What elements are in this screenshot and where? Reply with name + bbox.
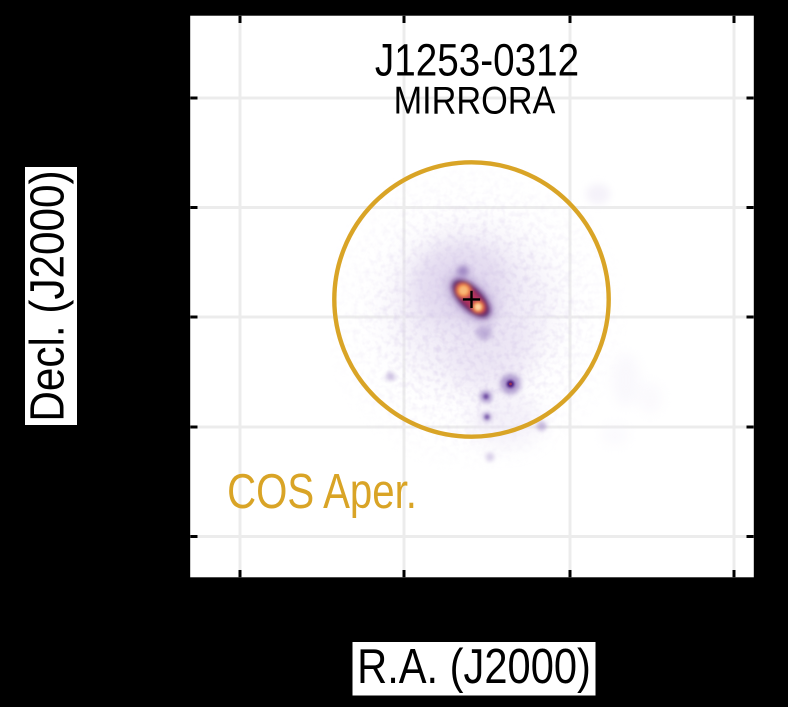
svg-text:COS Aper.: COS Aper. xyxy=(227,464,417,519)
svg-text:Decl. (J2000): Decl. (J2000) xyxy=(20,170,74,421)
svg-text:J1253-0312: J1253-0312 xyxy=(375,35,579,86)
svg-text:R.A. (J2000): R.A. (J2000) xyxy=(357,639,591,694)
svg-text:MIRRORA: MIRRORA xyxy=(394,79,556,122)
